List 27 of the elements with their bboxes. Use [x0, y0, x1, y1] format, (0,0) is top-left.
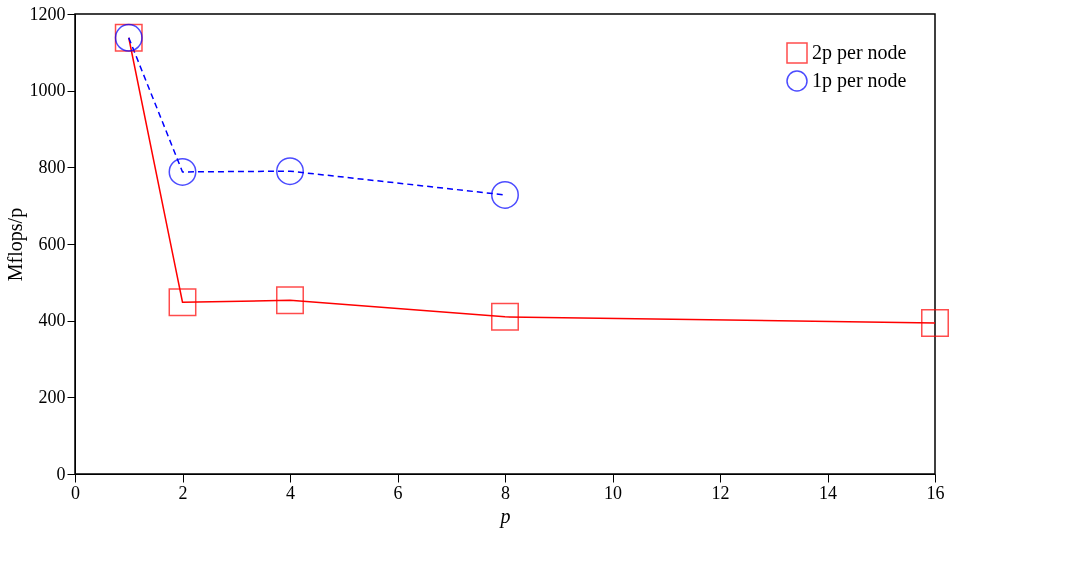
y-tick-label: 1000 [29, 80, 66, 101]
x-tick-label: 2 [178, 482, 188, 503]
y-tick-label: 1200 [29, 3, 66, 24]
x-tick-label: 10 [604, 482, 622, 503]
x-tick-label: 6 [393, 482, 403, 503]
legend-label: 1p per node [812, 69, 907, 92]
y-tick-label: 0 [56, 463, 66, 484]
x-tick-label: 16 [926, 482, 945, 503]
x-tick-label: 4 [286, 482, 295, 503]
x-tick-label: 14 [819, 482, 837, 503]
legend-label: 2p per node [812, 41, 907, 64]
x-tick-label: 8 [501, 482, 510, 503]
point [276, 157, 304, 186]
y-tick-label: 200 [38, 386, 66, 407]
y-tick-label: 400 [38, 310, 66, 331]
y-tick-label: 600 [38, 233, 66, 254]
y-tick-label: 800 [38, 156, 66, 177]
x-axis-title: p [498, 504, 511, 528]
point [168, 157, 197, 186]
point [276, 286, 304, 315]
point [491, 180, 519, 209]
point [921, 308, 949, 337]
y-axis-title: Mflops/p [3, 207, 27, 282]
x-tick-label: 12 [711, 482, 730, 503]
x-tick-label: 0 [71, 482, 80, 503]
point [491, 302, 519, 331]
point [168, 288, 197, 317]
